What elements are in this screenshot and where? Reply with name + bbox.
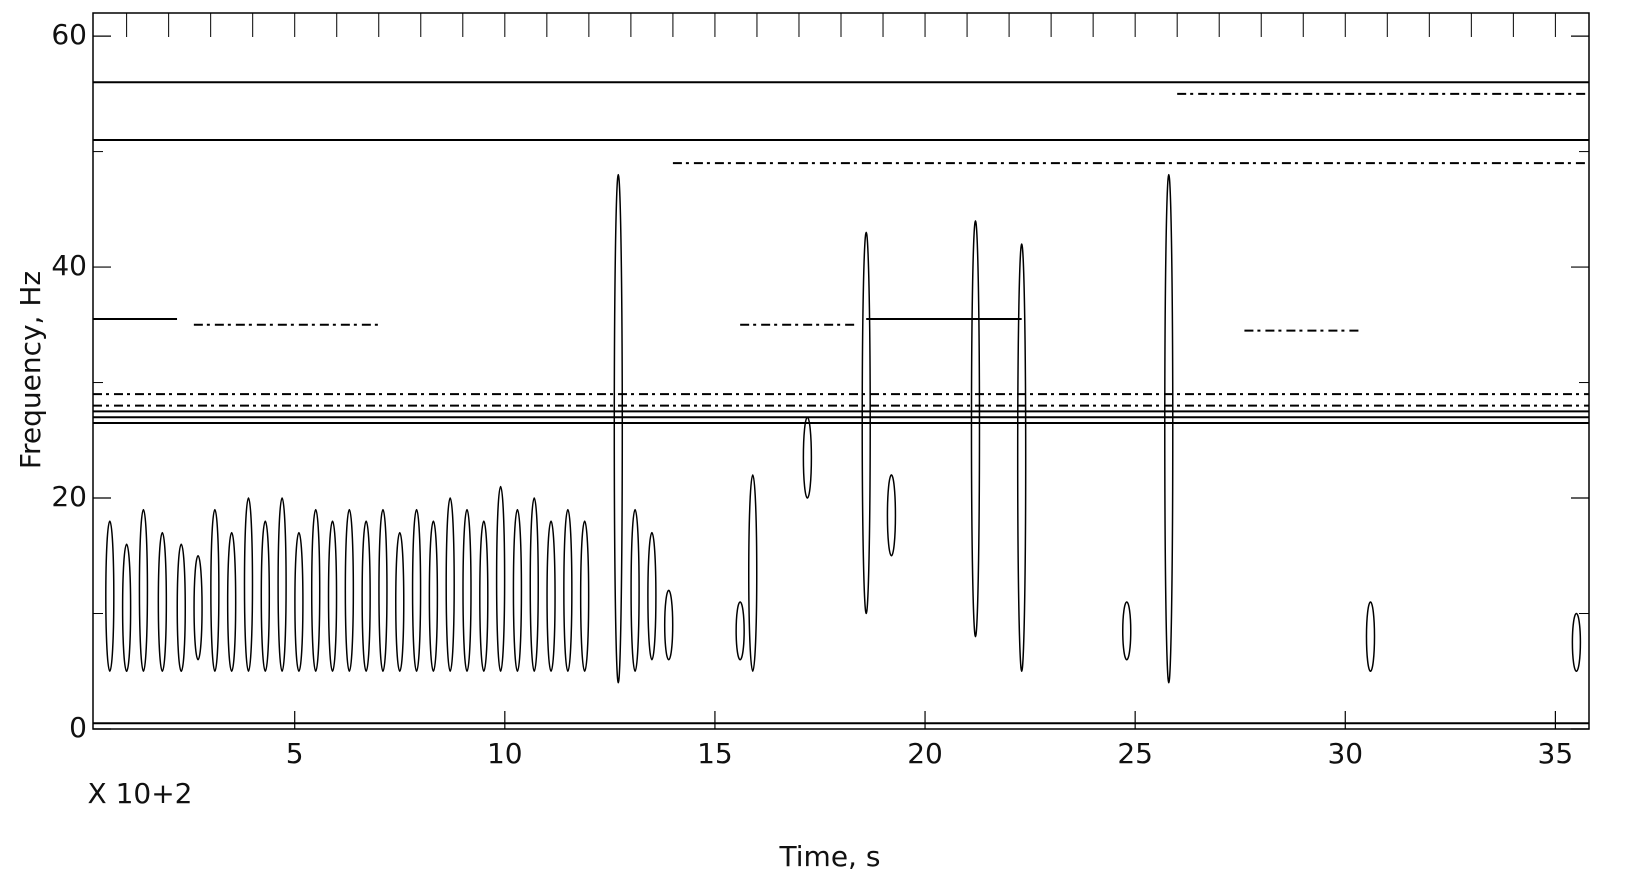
y-axis-label: Frequency, Hz xyxy=(14,271,47,469)
contour-burst xyxy=(1164,173,1174,684)
contour-burst xyxy=(193,555,203,661)
contour-burst xyxy=(411,508,422,673)
plot-frame xyxy=(92,12,1590,730)
contour-burst xyxy=(277,497,287,673)
contour-burst xyxy=(378,508,388,673)
contour-burst xyxy=(243,497,254,673)
contour-burst xyxy=(157,531,168,673)
contour-burst xyxy=(176,543,186,673)
contour-burst xyxy=(529,497,539,673)
x-tick-label: 25 xyxy=(1117,737,1153,770)
contour-burst xyxy=(1365,601,1376,673)
contour-burst xyxy=(226,531,237,673)
contour-burst xyxy=(138,508,149,673)
contour-burst xyxy=(735,601,745,661)
x-tick-label: 15 xyxy=(697,737,733,770)
contour-burst xyxy=(361,520,371,673)
contour-burst xyxy=(748,474,758,673)
contour-burst xyxy=(861,231,871,615)
y-tick-label: 20 xyxy=(51,480,87,513)
contour-burst xyxy=(1571,612,1582,673)
contour-burst xyxy=(563,508,573,673)
contour-burst xyxy=(663,589,674,661)
x-tick-label: 35 xyxy=(1538,737,1574,770)
x-tick-label: 20 xyxy=(907,737,943,770)
x-tick-label: 10 xyxy=(487,737,523,770)
contour-burst xyxy=(970,220,981,638)
contour-burst xyxy=(613,173,624,684)
contour-burst xyxy=(210,508,220,673)
contour-burst xyxy=(495,485,506,673)
contour-burst xyxy=(260,520,271,673)
contour-burst xyxy=(310,508,321,673)
y-tick-label: 60 xyxy=(51,18,87,51)
x-tick-label: 5 xyxy=(286,737,304,770)
contour-burst xyxy=(1016,243,1027,673)
x-tick-label: 30 xyxy=(1327,737,1363,770)
contour-burst xyxy=(445,497,455,673)
x-axis-label: Time, s xyxy=(779,840,881,873)
contour-burst xyxy=(1122,601,1132,661)
contour-burst xyxy=(546,520,556,673)
y-tick-label: 40 xyxy=(51,249,87,282)
contour-burst xyxy=(479,520,489,673)
contour-burst xyxy=(512,508,523,673)
contour-burst xyxy=(327,520,338,673)
contour-burst xyxy=(105,520,115,673)
contour-burst xyxy=(395,531,405,673)
y-tick-label: 0 xyxy=(69,711,87,744)
contour-burst xyxy=(579,520,590,673)
contour-burst xyxy=(886,474,897,557)
contour-burst xyxy=(294,531,304,673)
contour-burst xyxy=(428,520,439,673)
x-multiplier: X 10+2 xyxy=(88,777,193,810)
contour-burst xyxy=(630,508,640,673)
contour-burst xyxy=(647,531,657,661)
contour-burst xyxy=(121,543,132,673)
contour-burst xyxy=(344,508,355,673)
contour-burst xyxy=(462,508,472,673)
contour-burst xyxy=(802,416,813,499)
